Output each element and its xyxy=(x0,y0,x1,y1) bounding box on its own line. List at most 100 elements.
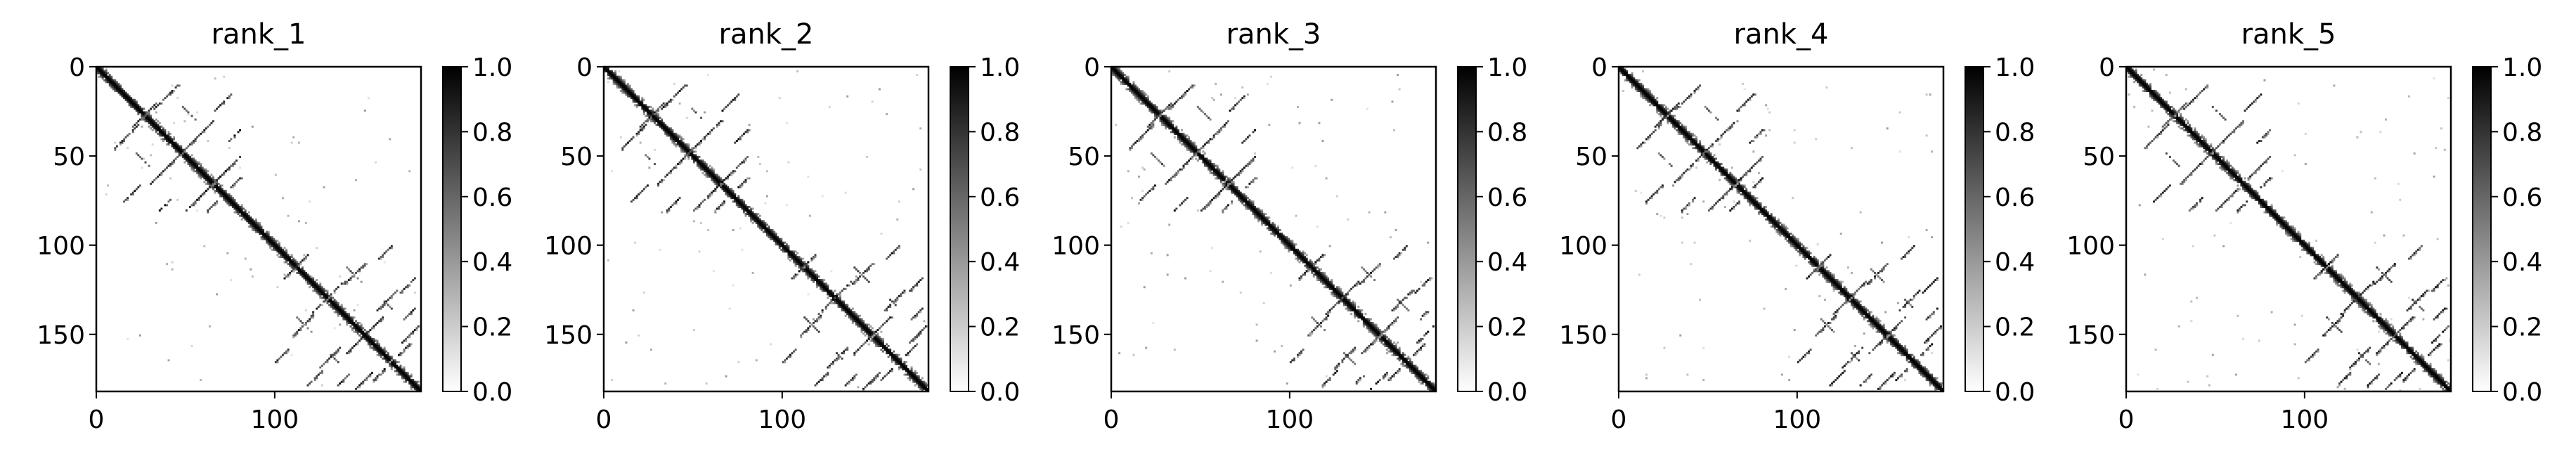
heatmap-cell xyxy=(1118,75,1121,78)
heatmap-cell xyxy=(1181,132,1183,135)
heatmap-cell xyxy=(119,86,122,89)
heatmap-cell xyxy=(1227,184,1229,187)
heatmap-cell xyxy=(370,372,373,375)
heatmap-cell xyxy=(367,336,370,339)
heatmap-cell xyxy=(180,154,183,157)
heatmap-cell xyxy=(1231,184,1234,187)
heatmap-cell xyxy=(339,307,342,310)
heatmap-cell xyxy=(1245,198,1248,201)
heatmap-cell xyxy=(415,384,418,387)
heatmap-cell xyxy=(824,373,827,376)
heatmap-cell xyxy=(607,74,610,77)
heatmap-cell xyxy=(210,178,213,181)
heatmap-cell xyxy=(642,98,645,101)
heatmap-cell xyxy=(764,221,767,224)
heatmap-cell xyxy=(770,229,772,231)
heatmap-cell xyxy=(1361,318,1364,320)
heatmap-cell xyxy=(813,257,815,260)
heatmap-cell xyxy=(246,213,249,216)
heatmap-cell xyxy=(1153,109,1156,112)
heatmap-cell xyxy=(1209,167,1212,169)
heatmap-cell xyxy=(721,202,724,204)
heatmap-cell xyxy=(405,372,408,375)
heatmap-cell xyxy=(1188,160,1191,162)
heatmap-cell xyxy=(141,111,143,114)
heatmap-cell xyxy=(296,330,299,333)
heatmap-cell xyxy=(874,343,877,346)
heatmap-cell xyxy=(869,380,872,383)
heatmap-cell xyxy=(750,218,753,221)
heatmap-cell xyxy=(798,270,801,273)
heatmap-cell xyxy=(1116,70,1119,73)
heatmap-cell xyxy=(244,209,247,212)
heatmap-cell xyxy=(814,384,817,387)
heatmap-cell xyxy=(711,168,713,171)
heatmap-cell xyxy=(178,145,181,148)
heatmap-cell xyxy=(121,90,124,92)
heatmap-cell xyxy=(337,384,339,387)
heatmap-cell xyxy=(739,138,742,141)
heatmap-cell xyxy=(1166,117,1169,119)
heatmap-cell xyxy=(784,361,787,363)
heatmap-cell xyxy=(1125,77,1128,80)
heatmap-cell xyxy=(701,160,704,162)
heatmap-cell xyxy=(700,163,703,166)
heatmap-cell xyxy=(1279,234,1281,237)
heatmap-cell xyxy=(1347,306,1350,309)
heatmap-cell xyxy=(1262,216,1265,219)
heatmap-cell xyxy=(1177,129,1179,131)
heatmap-cell xyxy=(891,370,893,372)
heatmap-cell xyxy=(860,318,863,320)
heatmap-cell xyxy=(903,290,906,292)
heatmap-cell xyxy=(1193,145,1196,148)
heatmap-cell xyxy=(1179,134,1182,137)
heatmap-cell xyxy=(1338,302,1340,305)
heatmap-cell xyxy=(1368,320,1371,323)
heatmap-cell xyxy=(1259,214,1262,217)
heatmap-cell xyxy=(278,241,280,244)
heatmap-cell xyxy=(821,279,824,282)
heatmap-cell xyxy=(916,372,919,375)
heatmap-cell xyxy=(1295,257,1297,260)
heatmap-cell xyxy=(219,175,222,178)
heatmap-cell xyxy=(880,343,883,346)
heatmap-cell xyxy=(1321,283,1324,285)
heatmap-cell xyxy=(260,238,263,240)
heatmap-cell xyxy=(1427,384,1430,387)
heatmap-cell xyxy=(282,252,284,254)
heatmap-cell xyxy=(193,167,195,169)
heatmap-cell xyxy=(356,304,359,306)
heatmap-cell xyxy=(1325,275,1328,278)
heatmap-cell xyxy=(853,313,856,316)
heatmap-cell xyxy=(335,350,338,353)
heatmap-cell xyxy=(1236,190,1238,193)
heatmap-cell xyxy=(1264,213,1267,216)
heatmap-cell xyxy=(627,91,629,94)
heatmap-cell xyxy=(369,375,372,378)
heatmap-cell xyxy=(1159,117,1162,119)
heatmap-cell xyxy=(794,254,797,257)
heatmap-cell xyxy=(646,120,649,123)
heatmap-cell xyxy=(867,334,870,337)
heatmap-cell xyxy=(694,150,697,153)
heatmap-cell xyxy=(1416,373,1419,376)
heatmap-cell xyxy=(871,327,874,330)
heatmap-cell xyxy=(803,263,806,266)
heatmap-cell xyxy=(921,387,924,390)
heatmap-cell xyxy=(410,384,413,387)
heatmap-cell xyxy=(793,257,796,260)
heatmap-cell xyxy=(1170,125,1172,128)
heatmap-cell xyxy=(333,311,336,313)
heatmap-cell xyxy=(390,297,393,299)
heatmap-cell xyxy=(141,117,143,119)
heatmap-cell xyxy=(198,161,200,164)
heatmap-cell xyxy=(1120,81,1122,84)
heatmap-cell xyxy=(355,325,358,328)
heatmap-cell xyxy=(415,380,418,383)
heatmap-cell xyxy=(843,304,846,306)
heatmap-cell xyxy=(360,325,363,328)
heatmap-cell xyxy=(167,359,170,362)
heatmap-cell xyxy=(299,268,302,271)
heatmap-cell xyxy=(1116,75,1119,78)
heatmap-cell xyxy=(349,350,352,353)
